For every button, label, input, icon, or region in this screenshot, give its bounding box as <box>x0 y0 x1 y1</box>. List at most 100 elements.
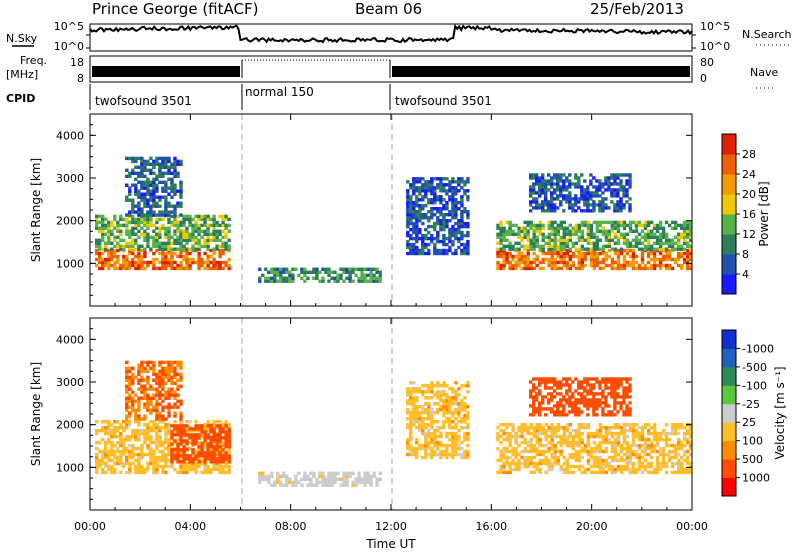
data-cell <box>137 244 141 248</box>
data-cell <box>598 206 602 210</box>
data-cell <box>598 455 603 460</box>
data-cell <box>378 279 382 283</box>
data-cell <box>203 430 207 434</box>
data-cell <box>267 480 271 484</box>
data-cell <box>158 204 162 208</box>
data-cell <box>375 270 379 274</box>
data-cell <box>529 194 533 198</box>
data-cell <box>107 235 111 239</box>
data-cell <box>212 467 216 472</box>
data-cell <box>628 185 632 189</box>
data-cell <box>634 254 639 259</box>
data-cell <box>125 360 129 365</box>
data-cell <box>101 251 105 256</box>
colorbar-tick-label: 8 <box>742 248 749 261</box>
data-cell <box>577 257 581 262</box>
data-cell <box>592 392 596 396</box>
data-cell <box>658 266 663 271</box>
data-cell <box>318 480 322 484</box>
data-cell <box>125 198 129 202</box>
data-cell <box>658 241 663 245</box>
data-cell <box>161 458 165 463</box>
data-cell <box>185 442 189 446</box>
data-cell <box>285 483 289 487</box>
data-cell <box>164 428 168 433</box>
data-cell <box>607 244 612 248</box>
data-cell <box>463 210 467 214</box>
data-cell <box>442 449 446 454</box>
data-cell <box>499 455 503 460</box>
data-cell <box>143 220 147 225</box>
data-cell <box>348 276 352 280</box>
data-cell <box>686 437 690 442</box>
data-cell <box>185 424 189 428</box>
data-cell <box>538 203 542 207</box>
data-cell <box>556 413 560 417</box>
data-cell <box>463 221 467 226</box>
data-cell <box>436 428 440 433</box>
data-cell <box>677 223 681 228</box>
data-cell <box>544 191 548 195</box>
data-cell <box>203 460 207 464</box>
data-cell <box>583 423 587 427</box>
data-cell <box>321 267 325 271</box>
data-cell <box>658 232 663 236</box>
data-cell <box>680 423 684 427</box>
data-cell <box>541 251 545 256</box>
data-cell <box>667 452 672 457</box>
data-cell <box>686 223 690 228</box>
data-cell <box>463 455 467 460</box>
data-cell <box>592 254 597 259</box>
data-cell <box>535 182 539 186</box>
data-cell <box>418 207 422 211</box>
data-cell <box>595 220 600 225</box>
data-cell <box>610 392 614 396</box>
data-cell <box>312 483 316 487</box>
data-cell <box>176 437 180 442</box>
data-cell <box>550 223 554 228</box>
data-cell <box>568 191 572 195</box>
data-cell <box>496 446 500 451</box>
data-cell <box>421 213 425 217</box>
data-cell <box>652 434 657 439</box>
data-cell <box>625 244 630 248</box>
data-cell <box>149 411 153 415</box>
data-cell <box>526 263 530 268</box>
data-cell <box>134 420 138 424</box>
data-cell <box>529 455 533 460</box>
data-cell <box>544 413 548 417</box>
data-cell <box>140 452 144 457</box>
data-cell <box>152 260 156 265</box>
data-cell <box>146 423 150 427</box>
data-cell <box>158 195 162 199</box>
data-cell <box>409 186 413 190</box>
data-cell <box>520 431 524 436</box>
data-cell <box>556 404 560 408</box>
data-cell <box>167 186 171 190</box>
data-cell <box>556 238 560 242</box>
data-cell <box>556 434 560 439</box>
data-cell <box>134 399 138 403</box>
data-cell <box>197 217 201 222</box>
data-cell <box>457 239 461 244</box>
data-cell <box>604 257 609 262</box>
data-cell <box>598 431 603 436</box>
data-cell <box>535 425 539 430</box>
data-cell <box>215 232 219 236</box>
data-cell <box>559 437 563 442</box>
data-cell <box>499 254 503 259</box>
data-cell <box>185 263 189 268</box>
data-cell <box>137 372 141 376</box>
colorbar-swatch <box>722 348 736 368</box>
data-cell <box>553 389 557 393</box>
data-cell <box>565 176 569 180</box>
data-cell <box>574 254 578 259</box>
data-cell <box>613 413 617 417</box>
data-cell <box>583 263 587 268</box>
data-cell <box>451 437 455 442</box>
data-cell <box>547 238 551 242</box>
data-cell <box>140 192 144 196</box>
data-cell <box>457 207 461 211</box>
data-cell <box>137 254 141 259</box>
data-cell <box>577 182 581 186</box>
